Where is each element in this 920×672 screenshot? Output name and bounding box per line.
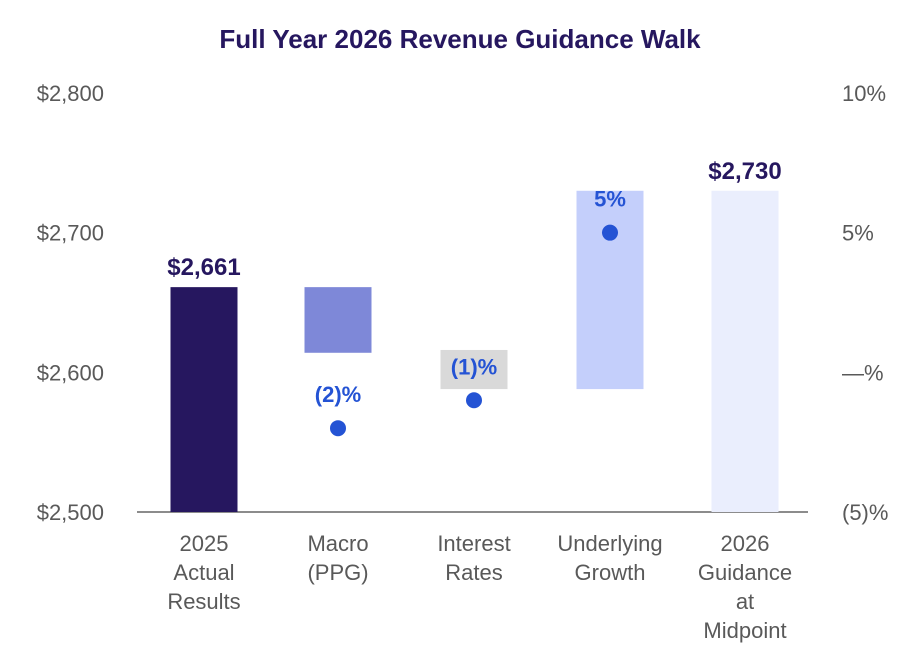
bar-0	[170, 287, 238, 512]
category-label: Underlying	[557, 531, 662, 556]
category-label: Rates	[445, 560, 502, 585]
left-tick-label: $2,800	[37, 81, 104, 106]
bars: $2,661 $2,730	[167, 158, 782, 512]
category-label: Guidance	[698, 560, 792, 585]
growth-pct-label: (2)%	[315, 382, 361, 407]
right-tick-label: 5%	[842, 221, 874, 246]
category-label: 2026	[721, 531, 770, 556]
category-label: Results	[167, 589, 240, 614]
left-tick-label: $2,700	[37, 221, 104, 246]
category-label: Actual	[173, 560, 234, 585]
growth-pct-label: (1)%	[451, 354, 497, 379]
bar-2	[440, 349, 508, 390]
left-tick-label: $2,600	[37, 360, 104, 385]
category-label: Growth	[575, 560, 646, 585]
left-axis-ticks: $2,800 $2,700 $2,600 $2,500	[37, 81, 104, 525]
growth-dot	[466, 392, 482, 409]
bar-1	[304, 287, 372, 353]
category-label: at	[736, 589, 754, 614]
growth-dot	[330, 420, 346, 437]
category-label: Macro	[307, 531, 368, 556]
chart-title: Full Year 2026 Revenue Guidance Walk	[219, 24, 701, 54]
bar-value-label: $2,730	[708, 158, 781, 185]
growth-markers: (2)% (1)% 5%	[315, 187, 626, 437]
category-label: (PPG)	[307, 560, 368, 585]
left-tick-label: $2,500	[37, 500, 104, 525]
category-label: Midpoint	[703, 618, 786, 643]
category-labels: 2025 Actual Results Macro (PPG) Interest Rates…	[167, 531, 792, 643]
right-tick-label: (5)%	[842, 500, 888, 525]
category-label: Interest	[437, 531, 510, 556]
bar-value-label: $2,661	[167, 254, 240, 281]
bar-4	[711, 190, 779, 512]
growth-dot	[602, 224, 618, 241]
right-tick-label: 10%	[842, 81, 886, 106]
category-label: 2025	[180, 531, 229, 556]
bar-3	[576, 190, 644, 390]
growth-pct-label: 5%	[594, 187, 626, 212]
right-tick-label: —%	[842, 360, 884, 385]
right-axis-ticks: 10% 5% —% (5)%	[842, 81, 888, 525]
